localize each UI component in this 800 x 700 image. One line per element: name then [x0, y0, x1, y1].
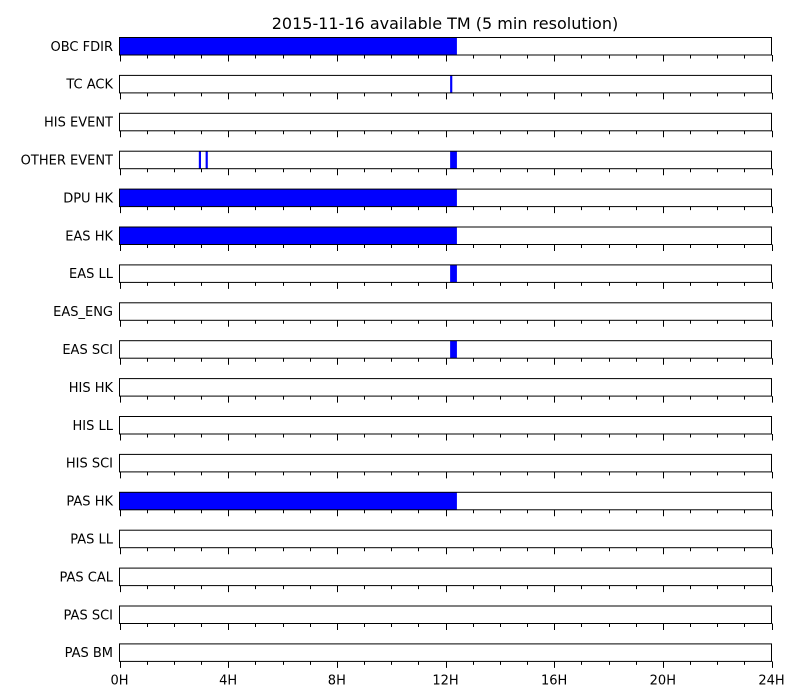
row-frame [119, 643, 772, 662]
row-frame [119, 302, 772, 321]
row-frame [119, 340, 772, 359]
row-frame [119, 226, 772, 245]
row-label: PAS CAL [60, 570, 114, 585]
row-frame [119, 529, 772, 549]
row-label: EAS HK [65, 229, 113, 244]
channel-row: EAS_ENG [53, 302, 773, 327]
availability-bar [119, 189, 457, 207]
channel-row: PAS LL [70, 529, 773, 555]
row-label: EAS_ENG [53, 305, 113, 320]
row-label: PAS LL [70, 532, 114, 547]
row-label: OBC FDIR [51, 40, 114, 55]
row-label: PAS HK [66, 495, 113, 510]
chart-title: 2015-11-16 available TM (5 min resolutio… [272, 14, 618, 33]
row-label: HIS LL [73, 419, 114, 434]
x-tick-label: 8H [328, 673, 346, 688]
channel-row: HIS HK [69, 378, 773, 403]
row-frame [119, 188, 772, 208]
availability-bar [450, 340, 457, 359]
row-label: EAS SCI [62, 343, 113, 358]
row-frame [119, 416, 772, 435]
row-label: DPU HK [63, 191, 113, 206]
availability-bar [205, 151, 208, 169]
row-frame [119, 453, 772, 473]
row-frame [119, 491, 772, 511]
channel-row: HIS LL [73, 416, 773, 441]
channel-row: EAS LL [69, 264, 773, 289]
x-axis: 0H 4H 8H 12H 16H 20H 24H [110, 673, 784, 688]
availability-bar [450, 264, 457, 283]
x-tick-label: 16H [541, 673, 567, 688]
x-tick-label: 20H [650, 673, 676, 688]
channel-row: PAS HK [66, 491, 773, 517]
row-label: EAS LL [69, 267, 114, 282]
channel-row: PAS SCI [64, 605, 773, 630]
row-label: OTHER EVENT [21, 153, 113, 168]
row-frame [119, 567, 772, 587]
row-frame [119, 150, 772, 170]
channel-row: OTHER EVENT [21, 150, 773, 176]
row-label: TC ACK [65, 78, 113, 93]
x-tick-label: 12H [432, 673, 458, 688]
channel-row: PAS BM [65, 643, 773, 668]
availability-bar [450, 75, 453, 93]
row-label: HIS SCI [66, 457, 113, 472]
channel-row: DPU HK [63, 188, 773, 214]
row-label: PAS BM [65, 646, 113, 661]
channel-rows: OBC FDIR TC ACK HIS EVENT OTHER EVENT DPU HK… [21, 37, 773, 668]
channel-row: EAS HK [65, 226, 773, 251]
row-frame [119, 74, 772, 94]
availability-bar [450, 151, 457, 169]
channel-row: EAS SCI [62, 340, 773, 365]
x-tick-label: 24H [758, 673, 784, 688]
availability-bar [198, 151, 201, 169]
channel-row: OBC FDIR [51, 37, 773, 62]
row-frame [119, 264, 772, 283]
x-tick-label: 0H [110, 673, 128, 688]
row-label: HIS EVENT [44, 116, 113, 131]
availability-bar [119, 492, 457, 510]
channel-row: PAS CAL [60, 567, 773, 593]
x-tick-label: 4H [219, 673, 237, 688]
availability-bar [119, 37, 457, 55]
channel-row: HIS EVENT [44, 112, 773, 138]
row-frame [119, 378, 772, 397]
row-frame [119, 112, 772, 132]
channel-row: TC ACK [65, 74, 773, 100]
row-label: HIS HK [69, 381, 114, 396]
row-frame [119, 37, 772, 56]
row-frame [119, 605, 772, 624]
row-label: PAS SCI [64, 608, 113, 623]
availability-bar [119, 227, 457, 245]
channel-row: HIS SCI [66, 453, 773, 479]
